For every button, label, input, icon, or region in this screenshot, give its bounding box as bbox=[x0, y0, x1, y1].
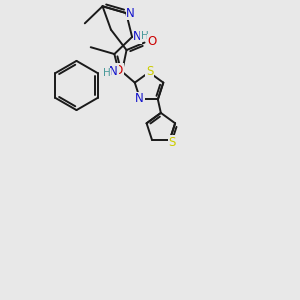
Text: S: S bbox=[168, 136, 176, 149]
Text: O: O bbox=[147, 34, 157, 48]
Text: H: H bbox=[103, 68, 110, 78]
Text: N: N bbox=[109, 65, 118, 78]
Text: N: N bbox=[135, 92, 144, 105]
Text: H: H bbox=[141, 31, 148, 41]
Text: O: O bbox=[114, 64, 123, 76]
Text: N: N bbox=[133, 31, 142, 44]
Text: S: S bbox=[146, 65, 153, 78]
Text: N: N bbox=[126, 7, 135, 20]
